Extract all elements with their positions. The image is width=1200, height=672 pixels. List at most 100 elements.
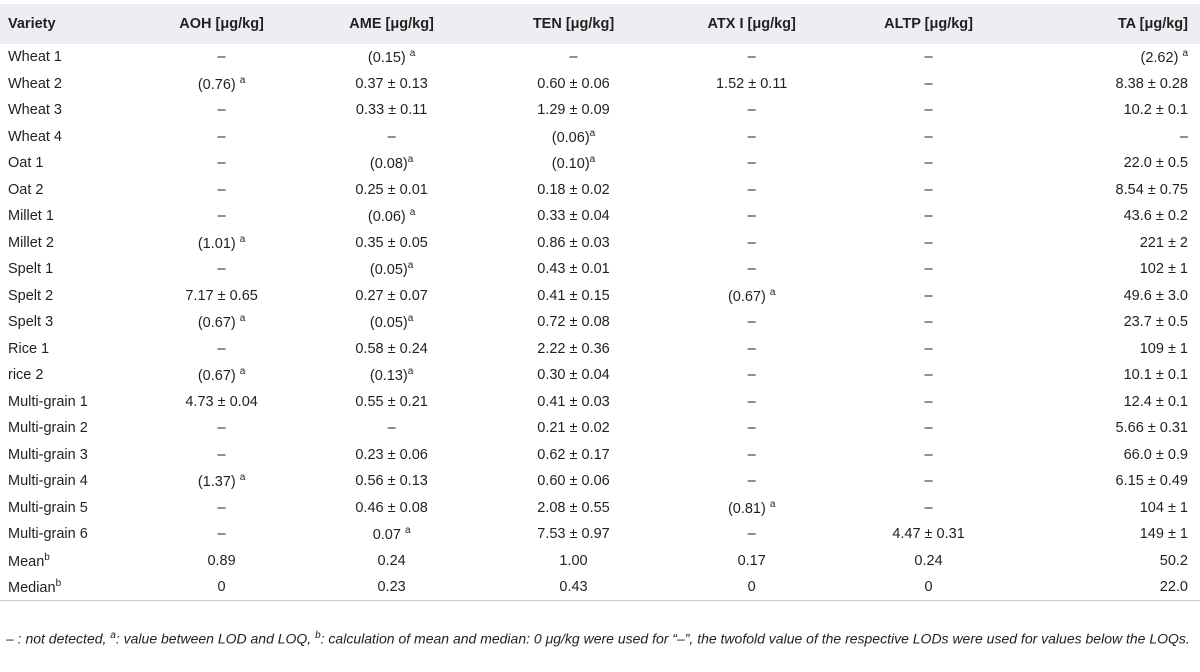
value-cell: – bbox=[217, 446, 226, 463]
row-label-cell: Spelt 3 bbox=[8, 314, 54, 331]
footnote-marker: a bbox=[409, 207, 416, 219]
value-cell: (0.06)a bbox=[551, 127, 596, 146]
footnote-marker: a bbox=[239, 472, 246, 484]
table-body: Wheat 1 – (0.15) a – – – (2.62) a Wheat 2 (0.76)… bbox=[0, 44, 1200, 601]
row-label-cell: Wheat 2 bbox=[8, 75, 62, 92]
value-cell: 0.89 bbox=[207, 552, 236, 569]
value-cell: 23.7 ± 0.5 bbox=[1123, 314, 1188, 331]
value-cell: – bbox=[217, 208, 226, 225]
column-header: AOH [μg/kg] bbox=[179, 16, 264, 32]
table-row: Multi-grain 5 – 0.46 ± 0.08 2.08 ± 0.55 (0.8… bbox=[0, 495, 1200, 522]
row-label-cell: Spelt 2 bbox=[8, 287, 54, 304]
table-row: Spelt 3 (0.67) a (0.05)a 0.72 ± 0.08 – – 23.7 … bbox=[0, 309, 1200, 336]
table-row: Wheat 3 – 0.33 ± 0.11 1.29 ± 0.09 – – 10.2 ± 0… bbox=[0, 97, 1200, 124]
value-cell: 221 ± 2 bbox=[1139, 234, 1188, 251]
value-cell: 109 ± 1 bbox=[1139, 340, 1188, 357]
footnote-marker: a bbox=[239, 233, 246, 245]
value-cell: – bbox=[924, 261, 933, 278]
value-cell: 1.52 ± 0.11 bbox=[715, 75, 788, 92]
value-cell: – bbox=[387, 128, 396, 145]
value-cell: – bbox=[217, 340, 226, 357]
value-cell: 22.0 bbox=[1015, 574, 1200, 601]
value-cell: 102 ± 1 bbox=[1139, 261, 1188, 278]
value-cell: – bbox=[924, 314, 933, 331]
value-cell: 0.60 ± 0.06 bbox=[537, 473, 610, 490]
row-label-cell: Multi-grain 4 bbox=[8, 473, 88, 490]
row-label-cell: Multi-grain 5 bbox=[8, 499, 88, 516]
footnote-marker: a bbox=[404, 525, 411, 537]
value-cell: 0.43 bbox=[484, 574, 663, 601]
value-cell: – bbox=[924, 287, 933, 304]
footnote-marker: a bbox=[239, 74, 246, 86]
row-label-cell: Multi-grain 1 bbox=[8, 393, 88, 410]
footnote-marker: a bbox=[769, 286, 776, 298]
column-header: Variety bbox=[8, 16, 56, 32]
footnote-dash-note: – : not detected, bbox=[6, 630, 107, 647]
value-cell: – bbox=[217, 526, 226, 543]
value-cell: 0.23 ± 0.06 bbox=[355, 446, 428, 463]
value-cell: 0.58 ± 0.24 bbox=[355, 340, 428, 357]
value-cell: – bbox=[924, 75, 933, 92]
value-cell: (0.10)a bbox=[551, 154, 596, 173]
table-row: Spelt 2 7.17 ± 0.65 0.27 ± 0.07 0.41 ± 0.15… bbox=[0, 283, 1200, 310]
value-cell: – bbox=[217, 261, 226, 278]
table-row: Wheat 2 (0.76) a 0.37 ± 0.13 0.60 ± 0.06 1.5… bbox=[0, 71, 1200, 98]
value-cell: – bbox=[217, 49, 226, 66]
value-cell: 50.2 bbox=[1159, 552, 1188, 569]
value-cell: 0 bbox=[841, 574, 1016, 601]
value-cell: 0.43 ± 0.01 bbox=[537, 261, 610, 278]
value-cell: – bbox=[747, 526, 756, 543]
value-cell: 0.24 bbox=[914, 552, 943, 569]
footnote-marker: a bbox=[409, 48, 416, 60]
value-cell: (1.01) a bbox=[197, 233, 246, 252]
value-cell: 0.60 ± 0.06 bbox=[537, 75, 610, 92]
value-cell: – bbox=[924, 155, 933, 172]
footnote-b-mark: b bbox=[315, 630, 321, 641]
column-header: ALTP [μg/kg] bbox=[884, 16, 973, 32]
value-cell: 0.27 ± 0.07 bbox=[355, 287, 428, 304]
row-label-cell: Millet 2 bbox=[8, 234, 54, 251]
value-cell: 7.53 ± 0.97 bbox=[537, 526, 610, 543]
value-cell: 4.73 ± 0.04 bbox=[185, 393, 258, 410]
footnote-marker: a bbox=[1182, 48, 1188, 60]
footnote-b-note: : calculation of mean and median: 0 μg/k… bbox=[320, 630, 1190, 647]
value-cell: (0.15) a bbox=[367, 48, 416, 67]
value-cell: – bbox=[747, 181, 756, 198]
table-row: Wheat 4 – – (0.06)a – – – bbox=[0, 124, 1200, 151]
value-cell: (0.05)a bbox=[369, 313, 414, 332]
footnote-marker: b bbox=[55, 578, 62, 590]
value-cell: 66.0 ± 0.9 bbox=[1123, 446, 1188, 463]
footnote-marker: a bbox=[589, 154, 596, 166]
row-label-cell: Wheat 4 bbox=[8, 128, 62, 145]
value-cell: 0.35 ± 0.05 bbox=[355, 234, 428, 251]
row-label-cell: Rice 1 bbox=[8, 340, 50, 357]
row-label-cell: Meanb bbox=[8, 551, 50, 570]
value-cell: 0.37 ± 0.13 bbox=[355, 75, 428, 92]
value-cell: – bbox=[747, 446, 756, 463]
column-header: AME [μg/kg] bbox=[349, 16, 434, 32]
value-cell: 22.0 ± 0.5 bbox=[1123, 155, 1188, 172]
value-cell: – bbox=[924, 208, 933, 225]
footnote-marker: a bbox=[407, 313, 414, 325]
value-cell: 104 ± 1 bbox=[1139, 499, 1188, 516]
value-cell: – bbox=[747, 314, 756, 331]
table-row: Rice 1 – 0.58 ± 0.24 2.22 ± 0.36 – – 109 ± 1 bbox=[0, 336, 1200, 363]
value-cell: – bbox=[747, 234, 756, 251]
table-row: Multi-grain 3 – 0.23 ± 0.06 0.62 ± 0.17 – – 66… bbox=[0, 442, 1200, 469]
value-cell: 0.18 ± 0.02 bbox=[537, 181, 610, 198]
value-cell: – bbox=[217, 181, 226, 198]
value-cell: – bbox=[747, 367, 756, 384]
row-label-cell: Oat 1 bbox=[8, 155, 44, 172]
value-cell: 0 bbox=[144, 574, 299, 601]
value-cell: 0.41 ± 0.03 bbox=[537, 393, 610, 410]
value-cell: 1.00 bbox=[559, 552, 588, 569]
value-cell: – bbox=[924, 367, 933, 384]
table-header: Variety AOH [μg/kg] AME [μg/kg] TEN [μg/kg]… bbox=[0, 4, 1200, 44]
value-cell: – bbox=[217, 102, 226, 119]
value-cell: – bbox=[924, 446, 933, 463]
value-cell: – bbox=[924, 473, 933, 490]
value-cell: 0.17 bbox=[737, 552, 766, 569]
value-cell: (0.08)a bbox=[369, 154, 414, 173]
value-cell: – bbox=[217, 155, 226, 172]
